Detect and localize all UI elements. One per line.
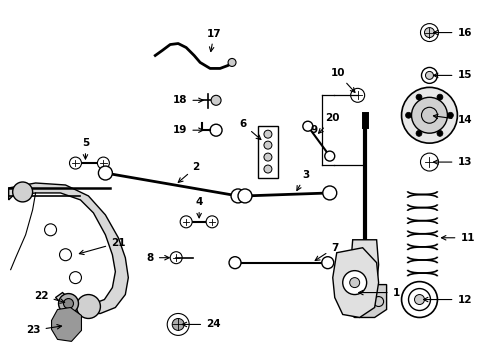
Circle shape: [420, 153, 438, 171]
Text: 1: 1: [358, 288, 399, 298]
Polygon shape: [332, 248, 378, 318]
Text: 3: 3: [296, 170, 309, 190]
Circle shape: [411, 97, 447, 133]
Circle shape: [167, 314, 189, 336]
Circle shape: [228, 257, 241, 269]
Circle shape: [264, 141, 271, 149]
Circle shape: [421, 107, 437, 123]
Text: 24: 24: [182, 319, 220, 329]
Text: 21: 21: [79, 238, 125, 255]
Circle shape: [322, 186, 336, 200]
Bar: [258, 126, 277, 178]
Circle shape: [44, 224, 57, 236]
Polygon shape: [51, 307, 81, 341]
Circle shape: [414, 294, 424, 305]
Circle shape: [373, 297, 383, 306]
Text: 22: 22: [34, 291, 64, 303]
Text: 4: 4: [195, 197, 203, 218]
Circle shape: [350, 88, 364, 102]
Circle shape: [342, 271, 366, 294]
Text: 19: 19: [173, 125, 203, 135]
Circle shape: [447, 112, 452, 118]
Text: 16: 16: [432, 28, 471, 37]
Text: 20: 20: [318, 113, 339, 133]
Circle shape: [13, 182, 33, 202]
Circle shape: [172, 319, 184, 330]
Circle shape: [415, 94, 421, 100]
Text: 12: 12: [423, 294, 471, 305]
Polygon shape: [342, 285, 386, 318]
Circle shape: [407, 289, 429, 310]
Text: 15: 15: [432, 71, 471, 80]
Text: 9: 9: [309, 125, 317, 135]
Circle shape: [238, 189, 251, 203]
Polygon shape: [350, 240, 378, 285]
Circle shape: [401, 282, 437, 318]
Text: 18: 18: [173, 95, 203, 105]
Circle shape: [205, 216, 218, 228]
Circle shape: [59, 293, 78, 314]
Circle shape: [63, 298, 73, 309]
Circle shape: [415, 130, 421, 136]
Circle shape: [98, 166, 112, 180]
Text: 17: 17: [206, 28, 221, 51]
Circle shape: [424, 28, 433, 37]
Circle shape: [302, 121, 312, 131]
Circle shape: [97, 157, 109, 169]
Circle shape: [69, 157, 81, 169]
Text: 14: 14: [432, 114, 471, 125]
Text: 10: 10: [330, 68, 354, 93]
Circle shape: [321, 257, 333, 269]
Circle shape: [421, 67, 437, 84]
Circle shape: [324, 151, 334, 161]
Text: 6: 6: [239, 119, 261, 140]
Circle shape: [227, 58, 236, 67]
Circle shape: [60, 249, 71, 261]
Polygon shape: [9, 183, 128, 314]
Text: 23: 23: [26, 324, 61, 336]
Circle shape: [264, 130, 271, 138]
Circle shape: [180, 216, 192, 228]
Circle shape: [436, 94, 442, 100]
Text: 8: 8: [146, 253, 169, 263]
Circle shape: [401, 87, 456, 143]
Circle shape: [170, 252, 182, 264]
Circle shape: [69, 272, 81, 284]
Circle shape: [345, 297, 355, 306]
Circle shape: [76, 294, 100, 319]
Circle shape: [436, 130, 442, 136]
Circle shape: [405, 112, 411, 118]
Circle shape: [425, 71, 432, 80]
Text: 13: 13: [432, 157, 471, 167]
Circle shape: [210, 124, 222, 136]
Circle shape: [230, 189, 244, 203]
Text: 5: 5: [81, 138, 89, 159]
Text: 7: 7: [315, 243, 338, 261]
Text: 11: 11: [441, 233, 474, 243]
Circle shape: [264, 165, 271, 173]
Text: 2: 2: [178, 162, 200, 183]
Circle shape: [420, 24, 438, 41]
Circle shape: [349, 278, 359, 288]
Circle shape: [264, 153, 271, 161]
Circle shape: [211, 95, 221, 105]
